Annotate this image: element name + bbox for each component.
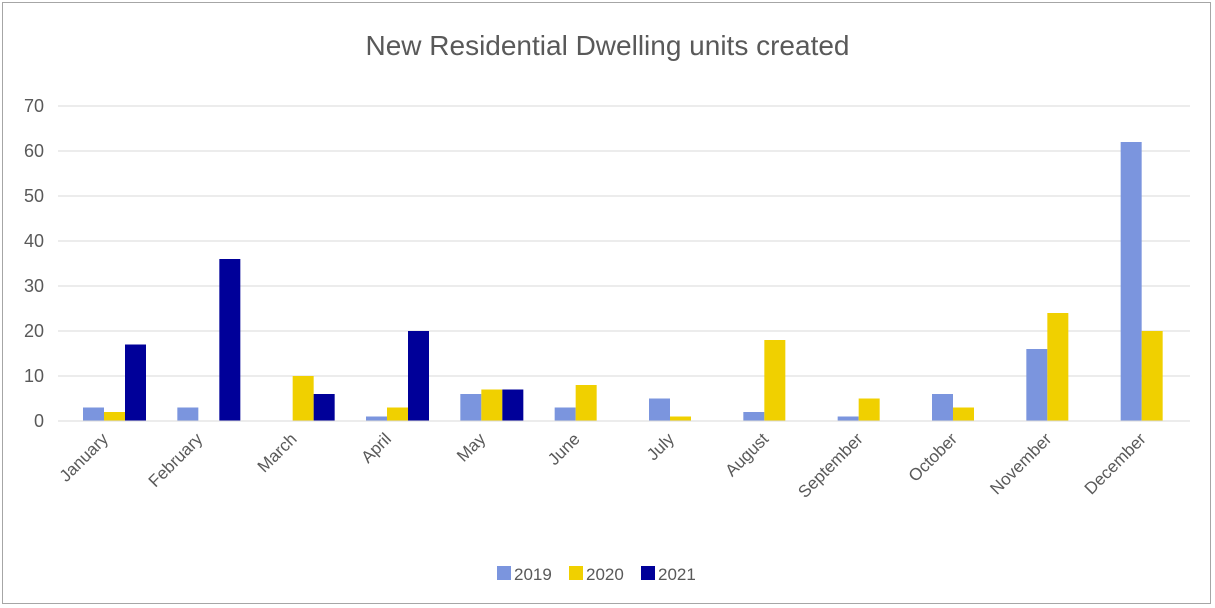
x-tick-label: January <box>56 429 113 486</box>
bar-2020-december <box>1141 331 1163 421</box>
bar-2020-june <box>575 385 597 421</box>
x-tick-label: February <box>145 429 207 491</box>
y-tick-label: 0 <box>34 411 44 431</box>
bar-2021-april <box>408 331 429 421</box>
x-axis-labels: January February March April May June July Augu… <box>56 429 1150 502</box>
bar-2020-september <box>858 398 880 421</box>
bar-2020-october <box>953 407 974 421</box>
bar-2020-april <box>387 407 408 421</box>
x-tick-label: December <box>1081 429 1150 498</box>
y-tick-label: 40 <box>24 231 44 251</box>
bar-2020-july <box>670 416 691 421</box>
bar-2019-february <box>177 407 199 421</box>
x-tick-label: March <box>254 429 301 476</box>
bar-2019-april <box>366 416 387 421</box>
y-tick-label: 70 <box>24 96 44 116</box>
y-tick-label: 30 <box>24 276 44 296</box>
chart-title: New Residential Dwelling units created <box>365 30 850 61</box>
y-tick-label: 20 <box>24 321 44 341</box>
bar-2021-may <box>502 389 524 421</box>
x-tick-label: September <box>794 429 866 501</box>
bar-2020-may <box>481 389 503 421</box>
x-tick-label: August <box>721 429 772 480</box>
bar-2020-november <box>1047 313 1069 421</box>
bar-2019-may <box>460 394 482 421</box>
bar-2021-march <box>313 394 335 421</box>
x-tick-label: November <box>986 429 1055 498</box>
x-tick-label: May <box>453 429 489 465</box>
legend-label-2021: 2021 <box>658 565 696 584</box>
bar-2019-january <box>83 407 104 421</box>
bar-2019-october <box>932 394 953 421</box>
legend-swatch-2021 <box>641 566 655 580</box>
bar-2020-march <box>292 376 314 421</box>
y-tick-label: 50 <box>24 186 44 206</box>
bar-2019-december <box>1120 142 1142 421</box>
legend-swatch-2020 <box>569 566 583 580</box>
bar-2021-february <box>219 259 241 421</box>
bar-2020-january <box>104 412 125 421</box>
x-tick-label: October <box>905 429 961 485</box>
bar-2019-july <box>649 398 670 421</box>
x-tick-label: April <box>358 429 395 466</box>
legend-label-2020: 2020 <box>586 565 624 584</box>
legend: 2019 2020 2021 <box>497 565 696 584</box>
bar-2021-january <box>125 344 146 421</box>
gridlines <box>58 105 1190 422</box>
y-tick-label: 10 <box>24 366 44 386</box>
bar-2019-september <box>837 416 859 421</box>
y-axis-labels: 0 10 20 30 40 50 60 70 <box>24 96 44 431</box>
bar-2019-august <box>743 412 765 421</box>
y-tick-label: 60 <box>24 141 44 161</box>
legend-label-2019: 2019 <box>514 565 552 584</box>
bar-2019-june <box>554 407 576 421</box>
x-tick-label: July <box>643 429 678 464</box>
legend-swatch-2019 <box>497 566 511 580</box>
bar-2020-august <box>764 340 786 421</box>
bars <box>58 142 1190 422</box>
x-tick-label: June <box>544 429 584 469</box>
bar-2019-november <box>1026 349 1048 421</box>
